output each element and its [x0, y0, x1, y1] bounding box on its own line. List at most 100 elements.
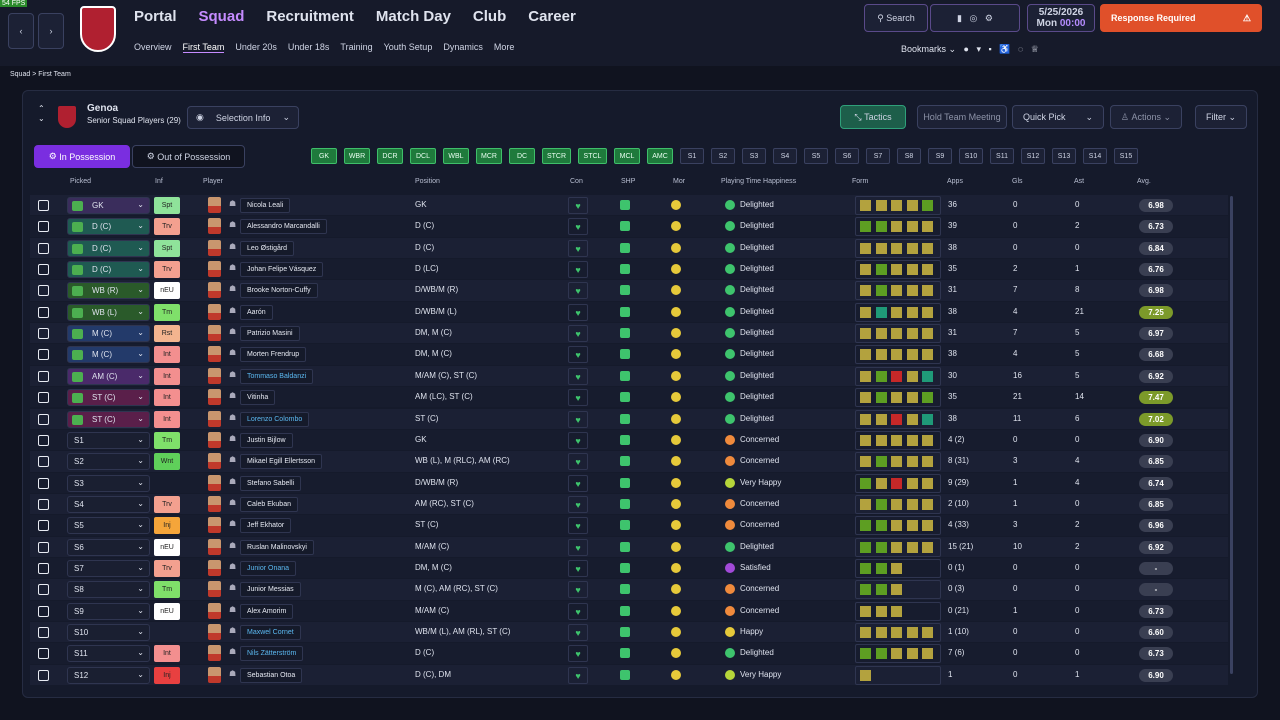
- picked-select[interactable]: AM (C) ⌄: [67, 367, 150, 385]
- checkbox[interactable]: [38, 648, 49, 660]
- player-name[interactable]: Aarón: [240, 304, 273, 320]
- picked-select[interactable]: M (C) ⌄: [67, 325, 150, 343]
- sub-nav-item[interactable]: Under 20s: [235, 42, 277, 52]
- picked-select[interactable]: S2 ⌄: [67, 453, 150, 471]
- toolbar-icons[interactable]: ▮ ◎ ⚙: [930, 4, 1020, 32]
- nav-item[interactable]: Portal: [134, 8, 177, 25]
- player-name[interactable]: Brooke Norton-Cuffy: [240, 283, 318, 299]
- column-header[interactable]: Apps: [947, 178, 963, 185]
- bookmarks[interactable]: Bookmarks ⌄ ● ▾ ▪ ♿ ◌ ♕: [901, 44, 1039, 54]
- checkbox[interactable]: [38, 413, 49, 425]
- picked-select[interactable]: S6 ⌄: [67, 538, 150, 556]
- selection-info[interactable]: ◉ Selection Info ⌄: [187, 106, 299, 129]
- picked-select[interactable]: S10 ⌄: [67, 624, 150, 641]
- player-name[interactable]: Junior Onana: [240, 560, 297, 576]
- club-badge[interactable]: [80, 6, 116, 52]
- checkbox[interactable]: [38, 306, 49, 318]
- picked-select[interactable]: S11 ⌄: [67, 645, 150, 663]
- nav-item[interactable]: Squad: [198, 8, 245, 25]
- checkbox[interactable]: [38, 434, 49, 446]
- sub-nav-item[interactable]: Dynamics: [443, 42, 483, 52]
- player-name[interactable]: Nicola Leali: [240, 198, 291, 213]
- column-header[interactable]: Ast: [1074, 178, 1085, 185]
- position-button[interactable]: WBR: [344, 148, 370, 164]
- tactics-button[interactable]: ⤡ Tactics: [840, 105, 906, 129]
- column-header[interactable]: Playing Time Happiness: [721, 178, 797, 185]
- player-name[interactable]: Sebastian Otoa: [240, 667, 303, 683]
- picked-select[interactable]: M (C) ⌄: [67, 346, 150, 364]
- picked-select[interactable]: ST (C) ⌄: [67, 389, 150, 407]
- picked-select[interactable]: WB (R) ⌄: [67, 282, 150, 300]
- checkbox[interactable]: [38, 328, 49, 340]
- picked-select[interactable]: WB (L) ⌄: [67, 303, 150, 321]
- checkbox[interactable]: [38, 456, 49, 468]
- position-button[interactable]: STCL: [578, 148, 607, 164]
- checkbox[interactable]: [38, 520, 49, 532]
- picked-select[interactable]: S7 ⌄: [67, 559, 150, 577]
- player-name[interactable]: Leo Østigård: [240, 240, 295, 256]
- nav-item[interactable]: Club: [472, 8, 507, 25]
- nav-item[interactable]: Match Day: [375, 8, 451, 25]
- position-button[interactable]: S2: [711, 148, 735, 164]
- column-header[interactable]: Mor: [673, 178, 686, 185]
- checkbox[interactable]: [38, 285, 49, 297]
- tab[interactable]: ⚙ In Possession: [34, 145, 130, 168]
- position-button[interactable]: AMC: [647, 148, 673, 164]
- position-button[interactable]: S3: [742, 148, 766, 164]
- picked-select[interactable]: S4 ⌄: [67, 495, 150, 513]
- picked-select[interactable]: S8 ⌄: [67, 581, 150, 599]
- player-name[interactable]: Lorenzo Colombo: [240, 411, 310, 427]
- player-name[interactable]: Maxwel Cornet: [240, 625, 301, 640]
- position-button[interactable]: S12: [1021, 148, 1045, 164]
- position-button[interactable]: S13: [1052, 148, 1076, 164]
- meeting-button[interactable]: Hold Team Meeting: [917, 105, 1007, 129]
- player-name[interactable]: Mikael Egill Ellertsson: [240, 454, 323, 470]
- checkbox[interactable]: [38, 221, 49, 233]
- checkbox[interactable]: [38, 242, 49, 254]
- position-button[interactable]: S4: [773, 148, 797, 164]
- position-button[interactable]: S5: [804, 148, 828, 164]
- picked-select[interactable]: D (C) ⌄: [67, 218, 150, 236]
- checkbox[interactable]: [38, 669, 49, 681]
- position-button[interactable]: S7: [866, 148, 890, 164]
- sub-nav-item[interactable]: First Team: [182, 42, 225, 53]
- date-box[interactable]: 5/25/2026 Mon 00:00: [1027, 4, 1095, 32]
- player-name[interactable]: Caleb Ekuban: [240, 496, 298, 512]
- picked-select[interactable]: D (C) ⌄: [67, 239, 150, 257]
- player-name[interactable]: Stefano Sabelli: [240, 475, 302, 491]
- position-button[interactable]: S10: [959, 148, 983, 164]
- picked-select[interactable]: S3 ⌄: [67, 474, 150, 492]
- nav-item[interactable]: Career: [528, 8, 576, 25]
- position-button[interactable]: MCR: [476, 148, 502, 164]
- player-name[interactable]: Patrizio Masini: [240, 326, 300, 342]
- picked-select[interactable]: S5 ⌄: [67, 517, 150, 535]
- column-header[interactable]: Form: [852, 178, 869, 185]
- column-header[interactable]: Con: [570, 178, 583, 185]
- player-name[interactable]: Junior Messias: [240, 582, 301, 598]
- sub-nav-item[interactable]: Youth Setup: [383, 42, 433, 52]
- sub-nav-item[interactable]: Training: [340, 42, 373, 52]
- crumb[interactable]: Squad: [10, 71, 31, 78]
- player-name[interactable]: Morten Frendrup: [240, 347, 307, 363]
- sub-nav-item[interactable]: Overview: [134, 42, 172, 52]
- picked-select[interactable]: D (C) ⌄: [67, 261, 150, 279]
- picked-select[interactable]: S12 ⌄: [67, 666, 150, 684]
- position-button[interactable]: S11: [990, 148, 1014, 164]
- player-name[interactable]: Vitinha: [240, 390, 276, 406]
- checkbox[interactable]: [38, 477, 49, 489]
- checkbox[interactable]: [38, 392, 49, 404]
- position-button[interactable]: STCR: [542, 148, 571, 164]
- position-button[interactable]: S1: [680, 148, 704, 164]
- checkbox[interactable]: [38, 264, 49, 276]
- actions-button[interactable]: ♙ Actions ⌄: [1110, 105, 1182, 129]
- column-header[interactable]: Player: [203, 178, 223, 185]
- player-name[interactable]: Tommaso Baldanzi: [240, 368, 314, 384]
- position-button[interactable]: GK: [311, 148, 337, 164]
- player-name[interactable]: Jeff Ekhator: [240, 518, 292, 534]
- player-name[interactable]: Nils Zätterström: [240, 646, 304, 662]
- position-button[interactable]: WBL: [443, 148, 469, 164]
- checkbox[interactable]: [38, 200, 49, 211]
- column-header[interactable]: Avg.: [1137, 178, 1151, 185]
- column-header[interactable]: Inf: [155, 178, 163, 185]
- sub-nav-item[interactable]: Under 18s: [287, 42, 330, 52]
